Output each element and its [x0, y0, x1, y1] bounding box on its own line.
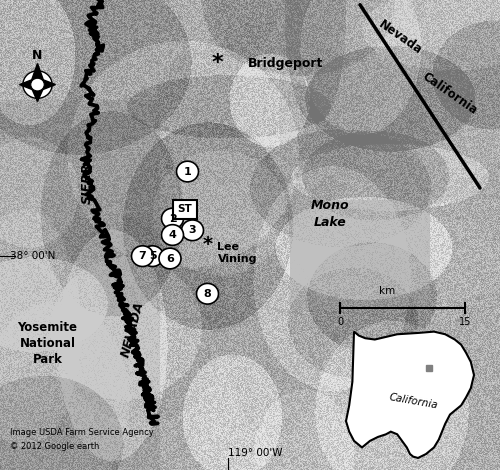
FancyBboxPatch shape: [172, 200, 198, 219]
Circle shape: [182, 220, 204, 241]
Text: km: km: [380, 286, 396, 296]
Text: NEVADA: NEVADA: [119, 299, 146, 359]
Circle shape: [31, 78, 44, 91]
Text: Bridgeport: Bridgeport: [248, 57, 323, 70]
Circle shape: [196, 283, 218, 304]
Text: © 2012 Google earth: © 2012 Google earth: [10, 442, 100, 451]
Circle shape: [132, 246, 154, 266]
Text: Lee
Vining: Lee Vining: [218, 242, 257, 264]
Text: 38° 00'N: 38° 00'N: [10, 251, 56, 261]
Text: ST: ST: [178, 204, 192, 214]
Text: 6: 6: [166, 253, 174, 264]
Text: 15: 15: [459, 317, 471, 327]
Text: 4: 4: [168, 230, 176, 240]
Text: SIERRA: SIERRA: [81, 153, 94, 204]
Text: N: N: [32, 49, 42, 63]
Circle shape: [162, 208, 184, 229]
Circle shape: [176, 161, 199, 182]
Polygon shape: [38, 78, 56, 92]
Text: 0: 0: [337, 317, 343, 327]
Text: 8: 8: [204, 289, 212, 299]
Text: 3: 3: [188, 225, 196, 235]
Text: Nevada: Nevada: [376, 18, 424, 57]
Text: 2: 2: [168, 213, 176, 224]
Polygon shape: [30, 85, 45, 102]
Text: 5: 5: [148, 251, 156, 261]
Text: Image USDA Farm Service Agency: Image USDA Farm Service Agency: [10, 428, 154, 437]
Text: *: *: [202, 235, 212, 254]
Text: California: California: [388, 392, 438, 411]
Text: Mono
Lake: Mono Lake: [310, 199, 350, 229]
Circle shape: [159, 248, 181, 269]
Circle shape: [23, 71, 52, 98]
Text: Yosemite
National
Park: Yosemite National Park: [18, 321, 78, 366]
Polygon shape: [346, 332, 474, 458]
Text: California: California: [420, 70, 480, 118]
Circle shape: [162, 225, 184, 245]
Text: *: *: [212, 54, 224, 73]
Polygon shape: [20, 78, 38, 92]
Text: 1: 1: [184, 166, 192, 177]
Circle shape: [142, 246, 164, 266]
Text: 7: 7: [138, 251, 146, 261]
Text: 119° 00'W: 119° 00'W: [228, 448, 282, 458]
Polygon shape: [30, 63, 45, 85]
